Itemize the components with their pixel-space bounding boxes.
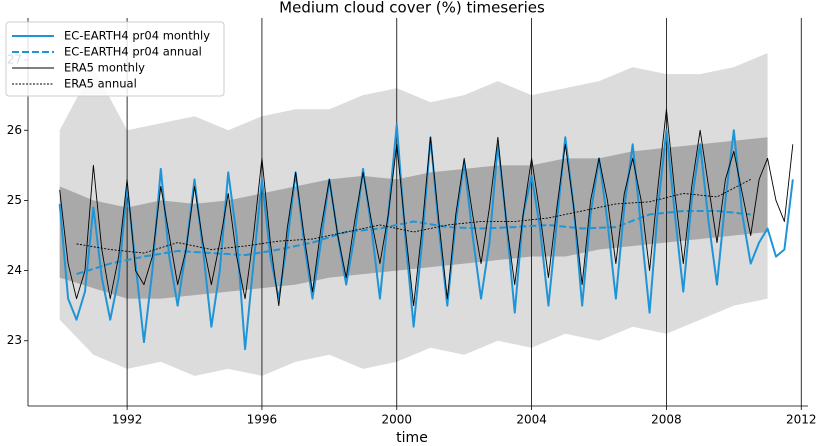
series-line xyxy=(59,108,794,307)
x-tick-label: 2008 xyxy=(651,413,682,427)
x-tick-label: 2012 xyxy=(786,413,817,427)
x-tick-label: 1996 xyxy=(247,413,278,427)
legend-label: ERA5 monthly xyxy=(64,61,145,75)
series-line xyxy=(58,123,794,351)
x-axis-label: time xyxy=(396,430,428,446)
y-tick-label: 24 xyxy=(7,263,22,277)
legend-box xyxy=(5,21,225,97)
y-tick-label: 23 xyxy=(7,333,22,347)
y-tick-label: 25 xyxy=(7,193,22,207)
x-tick-label: 1992 xyxy=(112,413,143,427)
legend-label: ERA5 annual xyxy=(64,77,137,91)
y-tick-label: 26 xyxy=(7,123,22,137)
x-tick-label: 2004 xyxy=(516,413,547,427)
legend-label: EC-EARTH4 pr04 monthly xyxy=(64,29,210,43)
legend-label: EC-EARTH4 pr04 annual xyxy=(64,45,202,59)
x-tick-label: 2000 xyxy=(381,413,412,427)
series-line xyxy=(76,209,751,276)
chart-title: Medium cloud cover (%) timeseries xyxy=(279,0,545,17)
